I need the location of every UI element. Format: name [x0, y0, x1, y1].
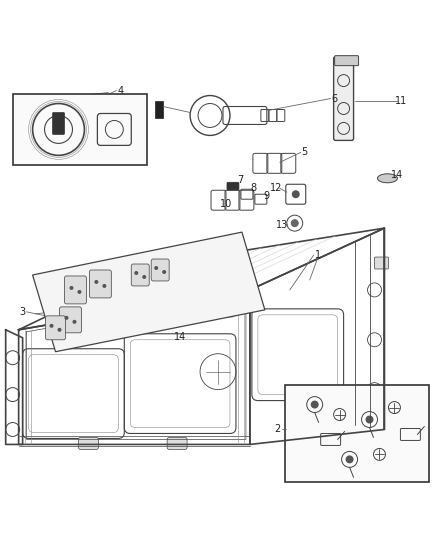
- FancyBboxPatch shape: [13, 94, 147, 165]
- FancyBboxPatch shape: [89, 270, 111, 298]
- FancyBboxPatch shape: [53, 112, 64, 134]
- Circle shape: [346, 455, 353, 463]
- Text: 10: 10: [220, 199, 232, 209]
- Ellipse shape: [378, 174, 397, 183]
- FancyBboxPatch shape: [335, 55, 359, 66]
- Circle shape: [366, 416, 374, 424]
- FancyBboxPatch shape: [374, 389, 389, 401]
- FancyBboxPatch shape: [151, 259, 169, 281]
- Circle shape: [70, 286, 74, 290]
- Circle shape: [57, 328, 61, 332]
- Circle shape: [95, 280, 99, 284]
- Circle shape: [72, 320, 77, 324]
- Circle shape: [162, 270, 166, 274]
- FancyBboxPatch shape: [64, 276, 86, 304]
- Circle shape: [154, 266, 158, 270]
- Text: 2: 2: [275, 424, 281, 434]
- FancyBboxPatch shape: [155, 101, 163, 118]
- Circle shape: [311, 401, 319, 409]
- Text: 14: 14: [391, 170, 403, 180]
- FancyBboxPatch shape: [60, 307, 81, 333]
- Polygon shape: [32, 232, 265, 352]
- Text: 1: 1: [314, 250, 321, 260]
- Circle shape: [49, 324, 53, 328]
- FancyBboxPatch shape: [167, 438, 187, 449]
- Circle shape: [64, 316, 68, 320]
- FancyBboxPatch shape: [131, 264, 149, 286]
- Text: 7: 7: [237, 175, 243, 185]
- FancyBboxPatch shape: [374, 418, 389, 431]
- Text: 9: 9: [264, 191, 270, 201]
- Text: 11: 11: [395, 95, 407, 106]
- Circle shape: [292, 190, 300, 198]
- FancyBboxPatch shape: [334, 56, 353, 140]
- FancyBboxPatch shape: [78, 438, 99, 449]
- Circle shape: [78, 290, 81, 294]
- FancyBboxPatch shape: [374, 257, 389, 269]
- Text: 4: 4: [117, 86, 124, 95]
- Circle shape: [142, 275, 146, 279]
- Text: 12: 12: [270, 183, 282, 193]
- FancyBboxPatch shape: [227, 182, 239, 190]
- Circle shape: [102, 284, 106, 288]
- Text: 6: 6: [332, 93, 338, 103]
- Circle shape: [291, 219, 299, 227]
- Text: 13: 13: [276, 220, 288, 230]
- Text: 3: 3: [20, 307, 26, 317]
- Text: 5: 5: [302, 147, 308, 157]
- Circle shape: [134, 271, 138, 275]
- Text: 8: 8: [251, 183, 257, 193]
- FancyBboxPatch shape: [46, 316, 66, 340]
- FancyBboxPatch shape: [285, 385, 429, 482]
- Text: 14: 14: [174, 332, 186, 342]
